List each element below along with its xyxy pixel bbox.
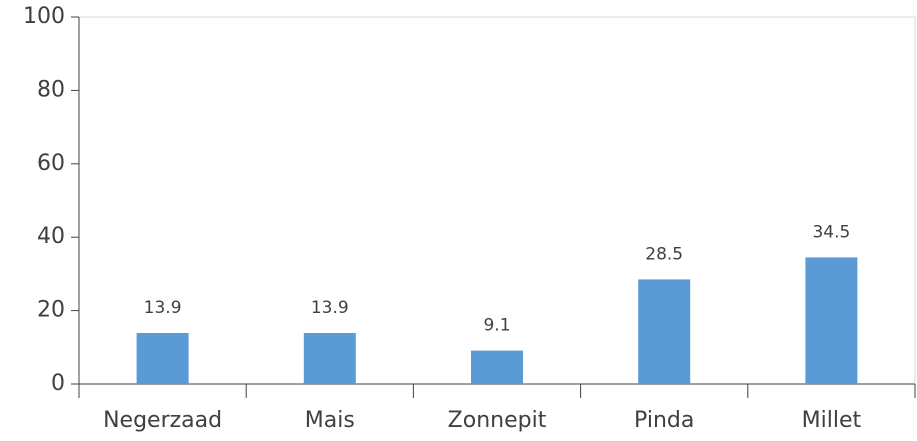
bar <box>471 350 523 384</box>
data-label: 9.1 <box>483 316 510 336</box>
y-tick-label: 20 <box>37 298 65 323</box>
y-tick-label: 60 <box>37 151 65 176</box>
bar <box>303 332 356 384</box>
data-label: 28.5 <box>645 244 683 264</box>
x-tick-label: Pinda <box>634 408 694 433</box>
x-tick-label: Negerzaad <box>103 408 222 433</box>
y-tick-label: 40 <box>37 224 65 249</box>
y-tick-label: 80 <box>37 77 65 102</box>
data-label: 13.9 <box>144 298 182 318</box>
x-tick-label: Zonnepit <box>448 408 547 433</box>
data-label: 34.5 <box>812 222 850 242</box>
y-tick-label: 0 <box>51 371 65 396</box>
bar <box>805 257 858 384</box>
x-tick-label: Millet <box>802 408 862 433</box>
x-tick-label: Mais <box>305 408 355 433</box>
bar <box>136 332 189 384</box>
data-label: 13.9 <box>311 298 349 318</box>
bar <box>638 279 691 384</box>
y-tick-label: 100 <box>23 4 65 29</box>
